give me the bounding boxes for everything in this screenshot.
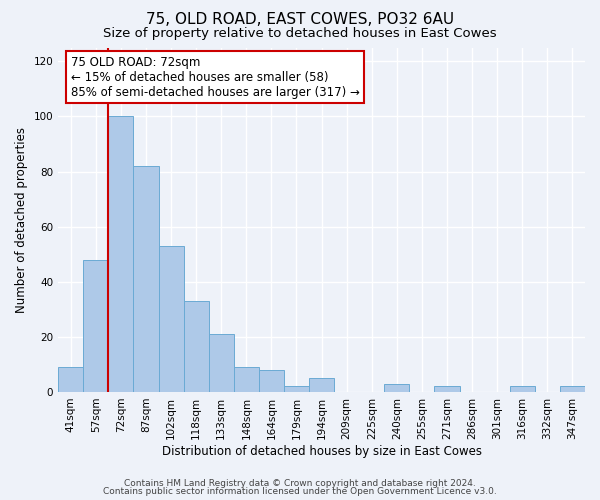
Text: Size of property relative to detached houses in East Cowes: Size of property relative to detached ho… [103,28,497,40]
Bar [309,378,334,392]
Bar [234,367,259,392]
Bar [184,301,209,392]
Bar [109,116,133,392]
Text: 75, OLD ROAD, EAST COWES, PO32 6AU: 75, OLD ROAD, EAST COWES, PO32 6AU [146,12,454,28]
Bar [385,384,409,392]
Bar [284,386,309,392]
Bar [158,246,184,392]
X-axis label: Distribution of detached houses by size in East Cowes: Distribution of detached houses by size … [161,444,482,458]
Bar [434,386,460,392]
Bar [209,334,234,392]
Text: 75 OLD ROAD: 72sqm
← 15% of detached houses are smaller (58)
85% of semi-detache: 75 OLD ROAD: 72sqm ← 15% of detached hou… [71,56,359,99]
Text: Contains HM Land Registry data © Crown copyright and database right 2024.: Contains HM Land Registry data © Crown c… [124,478,476,488]
Text: Contains public sector information licensed under the Open Government Licence v3: Contains public sector information licen… [103,487,497,496]
Bar [259,370,284,392]
Y-axis label: Number of detached properties: Number of detached properties [15,126,28,312]
Bar [560,386,585,392]
Bar [58,367,83,392]
Bar [133,166,158,392]
Bar [83,260,109,392]
Bar [510,386,535,392]
